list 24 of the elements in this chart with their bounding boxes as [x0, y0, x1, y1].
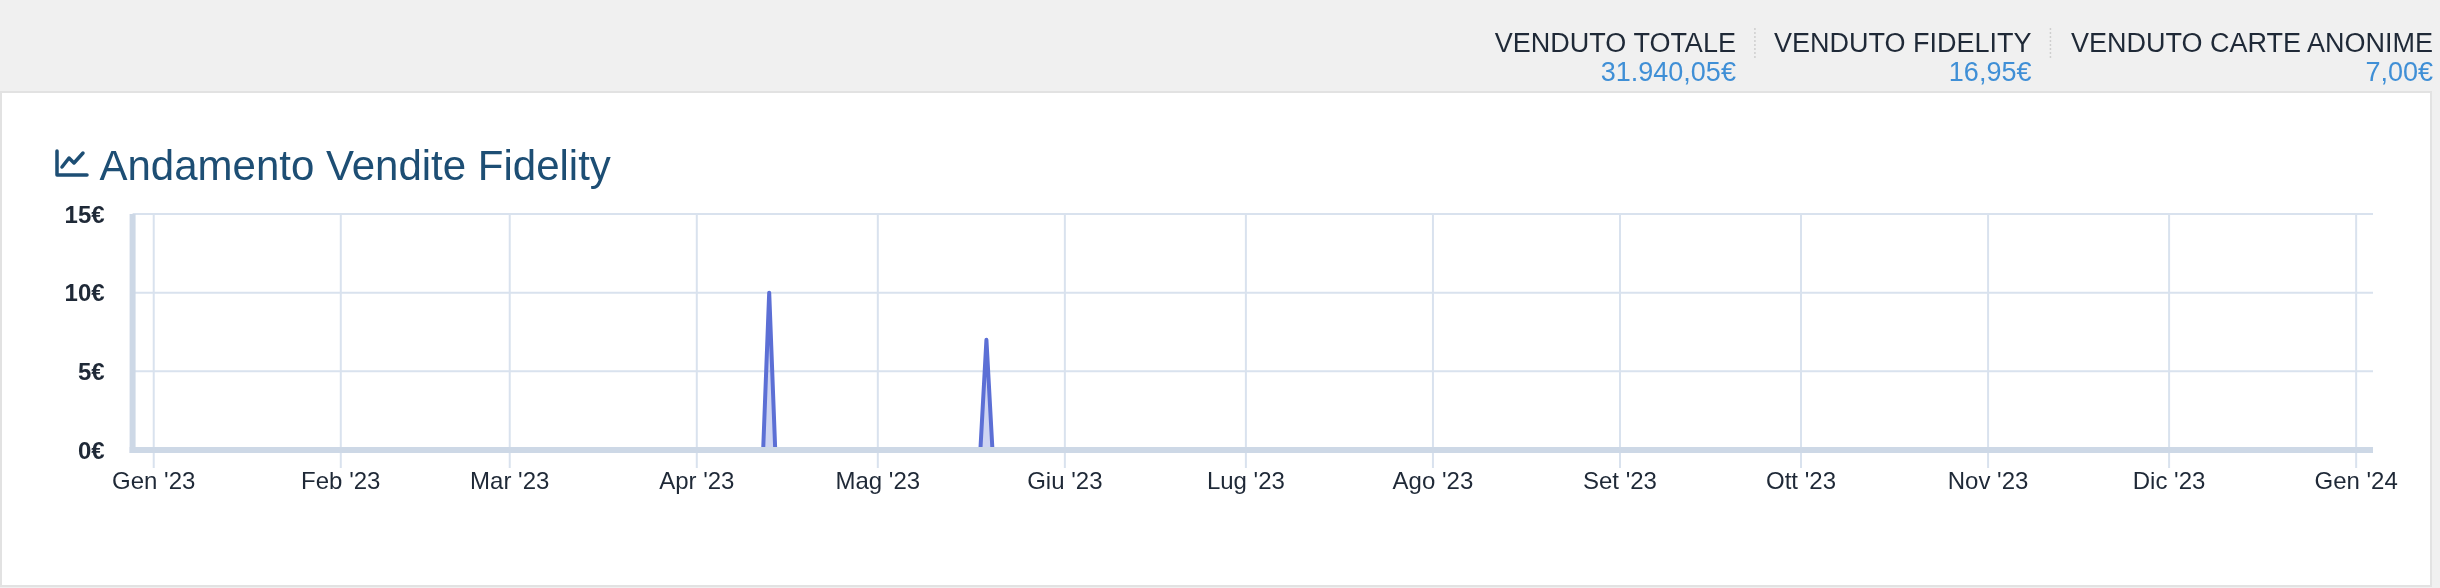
x-tick-label: Ott '23: [1766, 467, 1836, 494]
y-tick-label: 10€: [64, 279, 105, 307]
text: VENDUTO FIDELITY: [1773, 28, 2032, 58]
x-tick-label: Gen '23: [112, 467, 196, 494]
x-tick-label: Mar '23: [470, 467, 550, 494]
y-tick-label: 0€: [77, 436, 105, 464]
x-tick-label: Nov '23: [1947, 467, 2029, 494]
x-tick-label: Dic '23: [2132, 467, 2206, 494]
text: 31.940,05€: [1600, 57, 1736, 87]
text: VENDUTO TOTALE: [1494, 28, 1736, 58]
y-tick-label: 5€: [77, 357, 105, 385]
chart-title: Andamento Vendite Fidelity: [99, 142, 611, 189]
x-tick-label: Giu '23: [1027, 467, 1103, 494]
x-tick-label: Gen '24: [2314, 467, 2398, 494]
x-tick-label: Feb '23: [301, 467, 381, 494]
x-tick-label: Set '23: [1583, 467, 1657, 494]
text: VENDUTO CARTE ANONIME: [2070, 28, 2433, 58]
x-tick-label: Mag '23: [835, 467, 921, 494]
y-tick-label: 15€: [64, 200, 105, 228]
x-tick-label: Apr '23: [659, 467, 735, 494]
text: 16,95€: [1948, 57, 2032, 87]
x-tick-label: Ago '23: [1392, 467, 1474, 494]
text: 7,00€: [2365, 57, 2433, 87]
x-tick-label: Lug '23: [1206, 467, 1285, 494]
